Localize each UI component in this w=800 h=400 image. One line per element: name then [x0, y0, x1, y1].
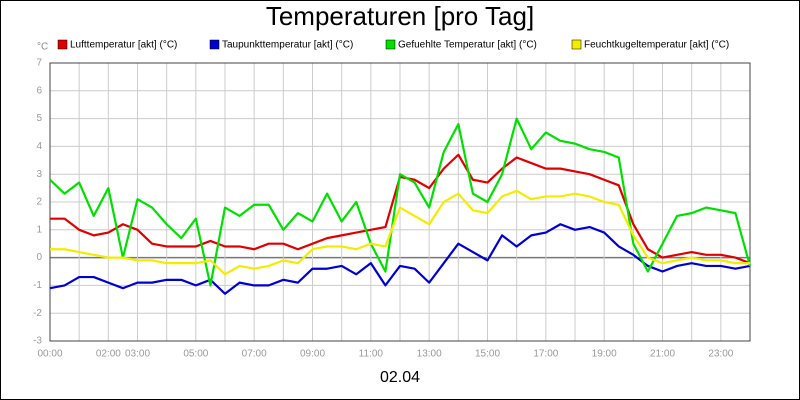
series-line [50, 189, 750, 276]
y-tick-label: -3 [33, 336, 42, 347]
legend-label: Lufttemperatur [akt] (°C) [70, 40, 177, 51]
chart-title: Temperaturen [pro Tag] [266, 1, 534, 31]
x-tick-label: 13:00 [417, 349, 442, 360]
x-tick-label: 15:00 [475, 349, 500, 360]
y-tick-label: -1 [33, 280, 42, 291]
y-tick-label: -2 [33, 308, 42, 319]
legend-swatch [571, 39, 582, 50]
y-tick-label: 1 [36, 224, 42, 235]
y-tick-label: 2 [36, 197, 42, 208]
x-tick-label: 23:00 [708, 349, 733, 360]
series-line [49, 223, 751, 295]
legend-label: Taupunkttemperatur [akt] (°C) [222, 40, 353, 51]
x-tick-label: 19:00 [592, 349, 617, 360]
x-tick-label: 11:00 [359, 349, 384, 360]
x-tick-label: 05:00 [183, 349, 208, 360]
x-tick-label: 07:00 [242, 349, 267, 360]
y-tick-label: 7 [36, 58, 42, 69]
x-tick-label: 03:00 [125, 349, 150, 360]
y-tick-label: 6 [36, 85, 42, 96]
x-axis-label: 02.04 [380, 369, 420, 386]
x-tick-label: 09:00 [300, 349, 325, 360]
y-tick-label: 0 [36, 252, 42, 263]
series-line [49, 117, 752, 287]
legend-label: Gefuehlte Temperatur [akt] (°C) [398, 40, 537, 51]
y-tick-label: 5 [36, 113, 42, 124]
y-tick-label: 3 [36, 169, 42, 180]
plot-border [49, 62, 751, 342]
legend-label: Feuchtkugeltemperatur [akt] (°C) [584, 40, 729, 51]
x-tick-label: 17:00 [533, 349, 558, 360]
y-unit: °C [37, 42, 48, 53]
x-tick-label: 02:00 [96, 349, 121, 360]
x-tick-label: 00:00 [37, 349, 62, 360]
legend-swatch [57, 39, 68, 50]
legend-swatch [385, 39, 396, 50]
x-tick-label: 21:00 [650, 349, 675, 360]
y-tick-label: 4 [36, 141, 42, 152]
legend-swatch [209, 39, 220, 50]
